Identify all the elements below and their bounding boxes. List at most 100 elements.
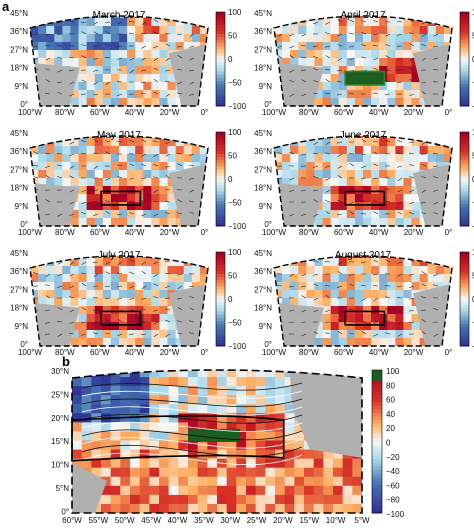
data-cell — [387, 186, 396, 195]
data-cell — [435, 162, 445, 171]
data-cell — [306, 298, 316, 307]
colorbar-step — [372, 423, 382, 428]
data-cell — [191, 266, 201, 275]
wind-arrow — [373, 200, 379, 203]
data-cell — [175, 338, 185, 346]
data-cell — [62, 298, 72, 307]
data-cell — [352, 503, 362, 513]
data-cell — [371, 194, 380, 203]
data-cell — [139, 458, 150, 469]
data-cell — [274, 290, 283, 299]
data-cell — [298, 26, 307, 35]
colorbar-tick-label: −60 — [386, 481, 400, 490]
data-cell — [354, 194, 364, 203]
wind-arrow — [409, 141, 415, 144]
data-cell — [130, 404, 141, 414]
wind-arrow — [409, 176, 415, 179]
data-cell — [354, 218, 364, 226]
data-cell — [188, 458, 199, 469]
data-cell — [322, 194, 332, 203]
wind-arrow — [337, 19, 343, 23]
data-cell — [322, 26, 332, 35]
data-cell — [217, 370, 228, 378]
data-cell — [298, 290, 307, 299]
data-cell — [183, 274, 193, 283]
data-cell — [86, 202, 96, 211]
data-cell — [443, 266, 452, 275]
wind-arrow — [289, 79, 295, 83]
data-cell — [411, 266, 421, 275]
data-cell — [333, 458, 344, 469]
data-cell — [371, 170, 380, 179]
wind-arrow — [289, 19, 295, 23]
data-cell — [159, 431, 170, 442]
panel-title: April 2017 — [340, 10, 385, 21]
data-cell — [46, 258, 55, 267]
data-cell — [70, 170, 80, 179]
data-cell — [371, 330, 380, 339]
data-cell — [314, 16, 324, 19]
wind-arrow — [433, 307, 439, 311]
colorbar-step — [460, 286, 469, 291]
data-cell — [70, 18, 80, 27]
data-cell — [226, 386, 237, 396]
data-cell — [127, 298, 136, 307]
data-cell — [94, 186, 104, 195]
data-cell — [246, 476, 257, 487]
wind-arrow — [45, 152, 51, 155]
wind-arrow — [397, 333, 403, 337]
data-cell — [110, 449, 121, 460]
data-cell — [127, 322, 136, 331]
data-cell — [102, 338, 112, 346]
data-cell — [119, 58, 128, 67]
region-box — [100, 190, 142, 206]
data-cell — [199, 218, 208, 226]
data-cell — [151, 26, 161, 35]
wind-arrow — [105, 271, 111, 275]
data-cell — [102, 146, 112, 155]
data-cell — [199, 338, 208, 346]
data-cell — [323, 458, 334, 469]
data-cell — [314, 26, 324, 35]
data-cell — [323, 476, 334, 487]
data-cell — [151, 138, 161, 147]
wind-arrow — [81, 321, 87, 324]
data-cell — [435, 146, 445, 155]
data-cell — [379, 26, 388, 35]
data-cell — [290, 162, 299, 171]
data-cell — [110, 274, 120, 283]
data-cell — [151, 66, 161, 75]
data-cell — [207, 476, 218, 487]
data-cell — [207, 467, 218, 478]
data-cell — [46, 178, 55, 187]
wind-arrow — [361, 165, 367, 169]
land-americas — [30, 62, 80, 106]
data-cell — [86, 146, 96, 155]
data-cell — [354, 82, 364, 91]
data-cell — [38, 178, 47, 187]
data-cell — [346, 274, 356, 283]
data-cell — [435, 138, 445, 147]
wind-arrow — [361, 153, 367, 155]
wind-arrow — [57, 307, 63, 311]
data-cell — [119, 82, 128, 91]
colorbar-tick-label: −50 — [228, 319, 242, 328]
wind-arrow — [301, 33, 307, 37]
colorbar-step — [372, 452, 382, 457]
wind-arrow — [349, 201, 355, 205]
data-cell — [46, 290, 55, 299]
data-cell — [159, 370, 170, 378]
data-cell — [110, 16, 120, 19]
data-cell — [78, 338, 88, 346]
wind-arrow — [33, 333, 39, 336]
data-cell — [294, 458, 305, 469]
wind-arrow — [69, 261, 75, 266]
wind-arrow — [32, 165, 39, 167]
data-cell — [395, 170, 405, 179]
wind-arrow — [177, 212, 183, 215]
data-cell — [207, 494, 218, 505]
wind-arrow — [421, 201, 427, 204]
data-cell — [188, 476, 199, 487]
data-cell — [265, 467, 276, 478]
